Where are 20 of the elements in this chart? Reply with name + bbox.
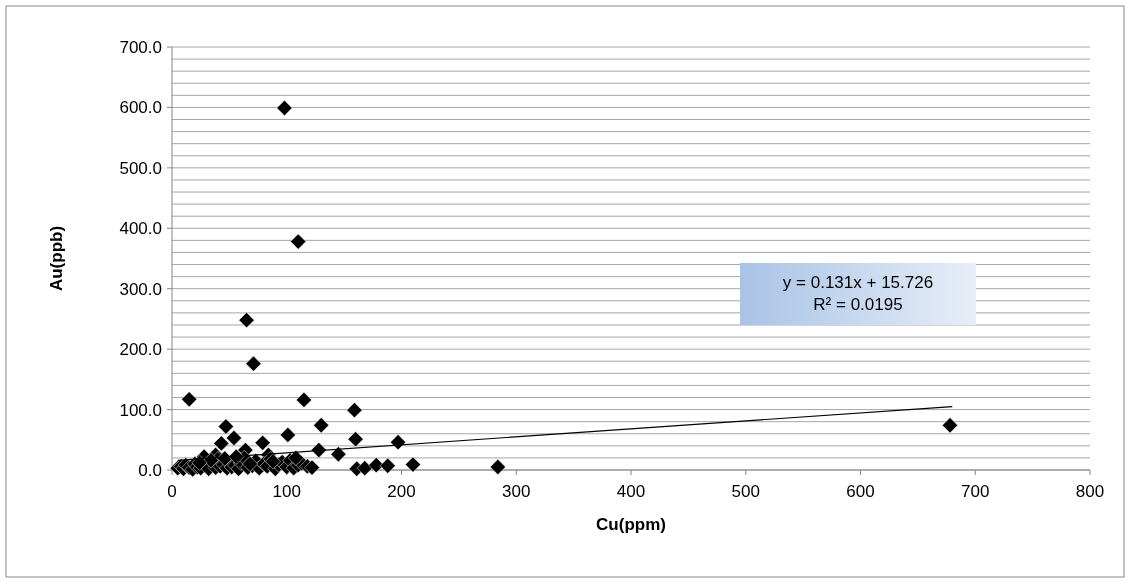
y-tick-label: 300.0 [119, 279, 162, 299]
x-tick-label: 800 [1075, 482, 1105, 501]
y-tick-label: 100.0 [119, 400, 162, 420]
y-tick-label: 400.0 [119, 219, 162, 239]
x-tick-label: 300 [502, 482, 531, 501]
x-tick-label: 100 [272, 482, 301, 501]
y-tick-label: 0.0 [138, 460, 162, 480]
x-tick-label: 700 [961, 482, 990, 501]
x-tick-label: 200 [387, 482, 416, 501]
y-tick-label: 700.0 [119, 37, 162, 57]
y-axis-title: Au(ppb) [47, 225, 66, 292]
annotation: y = 0.131x + 15.726 R² = 0.0195 [782, 273, 934, 314]
x-axis-title: Cu(ppm) [596, 515, 666, 534]
y-tick-label: 500.0 [119, 158, 162, 178]
y-tick-label: 200.0 [119, 340, 162, 360]
y-tick-label: 600.0 [119, 98, 162, 118]
x-tick-label: 400 [616, 482, 646, 501]
x-tick-label: 0 [167, 482, 177, 501]
x-tick-label: 600 [846, 482, 875, 501]
x-tick-label: 500 [731, 482, 760, 501]
